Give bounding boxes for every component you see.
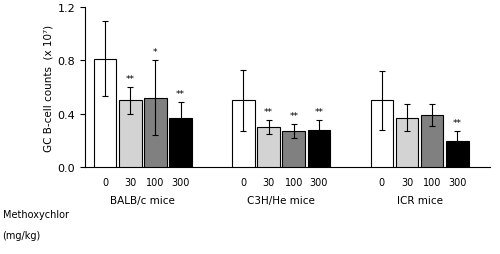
Text: **: **	[453, 119, 462, 128]
Text: Methoxychlor: Methoxychlor	[2, 210, 68, 219]
Bar	[258, 128, 280, 168]
Text: *: *	[153, 48, 158, 57]
Text: 0: 0	[240, 177, 246, 187]
Bar	[421, 116, 444, 168]
Bar	[119, 101, 142, 168]
Text: **: **	[176, 89, 185, 98]
Text: 100: 100	[423, 177, 442, 187]
Text: 30: 30	[124, 177, 136, 187]
Y-axis label: GC B-cell counts  (x 10⁷): GC B-cell counts (x 10⁷)	[44, 24, 54, 151]
Text: 30: 30	[262, 177, 275, 187]
Text: **: **	[264, 108, 273, 117]
Bar	[94, 60, 116, 168]
Text: 30: 30	[401, 177, 413, 187]
Text: 300: 300	[172, 177, 190, 187]
Text: ICR mice: ICR mice	[396, 195, 442, 205]
Text: 0: 0	[102, 177, 108, 187]
Text: **: **	[314, 108, 324, 117]
Text: 100: 100	[146, 177, 165, 187]
Text: 300: 300	[310, 177, 328, 187]
Bar	[232, 101, 255, 168]
Bar	[170, 118, 192, 168]
Text: 300: 300	[448, 177, 466, 187]
Text: **: **	[290, 112, 298, 121]
Text: 0: 0	[379, 177, 385, 187]
Text: (mg/kg): (mg/kg)	[2, 230, 41, 240]
Bar	[396, 118, 418, 168]
Bar	[370, 101, 393, 168]
Bar	[144, 98, 167, 168]
Bar	[446, 141, 468, 168]
Text: 100: 100	[284, 177, 303, 187]
Text: C3H/He mice: C3H/He mice	[248, 195, 315, 205]
Text: BALB/c mice: BALB/c mice	[110, 195, 176, 205]
Bar	[282, 132, 305, 168]
Text: **: **	[126, 75, 135, 84]
Bar	[308, 130, 330, 168]
